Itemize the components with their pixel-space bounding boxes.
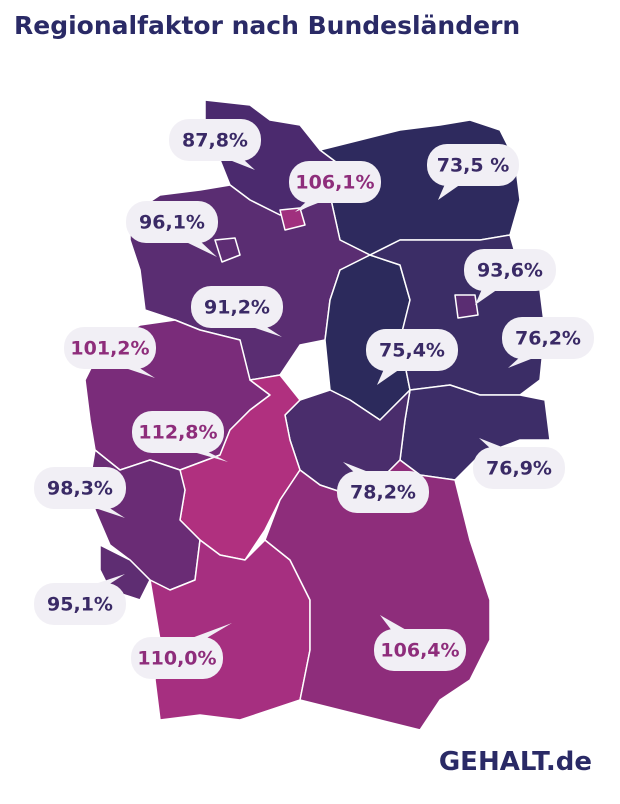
logo: GEHALT.de (439, 747, 592, 777)
bubble-tail (295, 201, 323, 212)
value-label: 96,1% (139, 212, 205, 234)
value-label: 112,8% (138, 422, 217, 444)
bubble (64, 327, 156, 369)
value-label: 91,2% (204, 297, 270, 319)
bubble-tail (249, 326, 282, 337)
bubble-tail (92, 507, 125, 518)
bubble-tail (380, 615, 408, 631)
bubble (464, 249, 556, 291)
state (214, 237, 241, 263)
bubble-tail (227, 159, 255, 170)
value-label: 87,8% (182, 130, 248, 152)
bubble-tail (184, 241, 217, 257)
bubble (427, 144, 519, 186)
value-label: 93,6% (477, 260, 543, 282)
state (454, 294, 479, 319)
bubble (132, 411, 224, 453)
value-label: 75,4% (379, 340, 445, 362)
value-label: 76,2% (515, 328, 581, 350)
state (279, 207, 306, 231)
bubble (366, 329, 458, 371)
bubble (289, 161, 381, 203)
value-label: 98,3% (47, 478, 113, 500)
bubble (34, 467, 126, 509)
bubble (337, 471, 429, 513)
value-label: 95,1% (47, 594, 113, 616)
bubble (131, 637, 223, 679)
title: Regionalfaktor nach Bundesländern (14, 11, 520, 40)
value-label: 101,2% (70, 338, 149, 360)
value-label: 106,1% (295, 172, 374, 194)
bubble-tail (189, 623, 232, 639)
bubble (126, 201, 218, 243)
bubble-tail (122, 367, 155, 378)
value-label: 110,0% (137, 648, 216, 670)
bubble-tail (475, 289, 498, 305)
bubble-tail (438, 184, 461, 200)
value-label: 73,5 % (437, 155, 510, 177)
bubble (34, 583, 126, 625)
labels: 87,8% 106,1% 73,5 % 96,1% 93,6% 91,2% 101,2% 75… (34, 119, 594, 679)
bubble-tail (377, 369, 400, 385)
bubble-tail (479, 438, 507, 449)
bubble (169, 119, 261, 161)
bubble (473, 447, 565, 489)
bubble (191, 286, 283, 328)
bubble-tail (190, 451, 228, 462)
bubble-tail (343, 462, 371, 473)
value-label: 78,2% (350, 482, 416, 504)
bubble-tail (92, 574, 125, 585)
bubble (502, 317, 594, 359)
value-label: 76,9% (486, 458, 552, 480)
bubble (374, 629, 466, 671)
bubble-tail (508, 357, 536, 368)
value-label: 106,4% (380, 640, 459, 662)
